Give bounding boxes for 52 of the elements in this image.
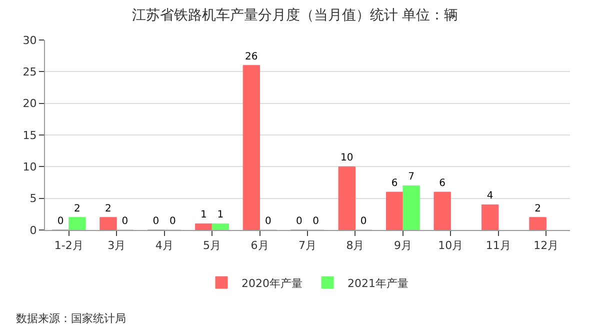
data-label: 0 <box>169 216 176 227</box>
bar <box>434 192 451 230</box>
data-label: 2 <box>534 203 541 214</box>
x-tick-label: 11月 <box>486 239 511 252</box>
bar <box>68 217 86 230</box>
x-tick-label: 1-2月 <box>54 239 84 252</box>
y-tick-label: 25 <box>22 66 37 79</box>
bar <box>338 166 356 230</box>
data-label: 0 <box>360 216 367 227</box>
bar <box>195 223 212 230</box>
bar <box>402 185 420 230</box>
data-label: 10 <box>340 152 354 164</box>
x-tick-label: 3月 <box>108 239 126 252</box>
chart-title: 江苏省铁路机车产量分月度（当月值）统计 单位：辆 <box>132 8 458 24</box>
data-label: 0 <box>57 216 64 227</box>
data-label: 26 <box>245 51 258 62</box>
data-label: 6 <box>391 178 398 189</box>
y-tick-label: 0 <box>30 224 37 237</box>
data-label: 0 <box>296 216 302 227</box>
x-tick-label: 8月 <box>346 239 364 252</box>
bar <box>481 204 499 230</box>
data-label: 0 <box>122 216 128 227</box>
data-label: 0 <box>152 216 160 227</box>
data-label: 2 <box>74 203 80 214</box>
x-tick-label: 5月 <box>203 239 222 252</box>
bar <box>100 217 117 230</box>
legend-label: 2021年产量 <box>348 276 408 290</box>
legend-label: 2020年产量 <box>242 276 302 290</box>
source-note: 数据来源：国家统计局 <box>16 312 126 325</box>
y-tick-label: 5 <box>30 192 37 206</box>
y-tick-label: 30 <box>22 34 37 47</box>
x-tick-label: 7月 <box>298 239 316 252</box>
bar <box>529 217 546 230</box>
data-label: 1 <box>200 210 207 221</box>
y-tick-label: 10 <box>22 160 37 174</box>
y-tick-label: 15 <box>22 128 37 142</box>
x-tick-label: 4月 <box>155 239 174 252</box>
x-tick-label: 9月 <box>394 239 412 252</box>
bar <box>386 192 404 230</box>
x-tick-label: 10月 <box>438 239 464 252</box>
data-label: 1 <box>217 210 224 221</box>
y-tick-label: 20 <box>22 97 37 110</box>
x-tick-label: 12月 <box>534 239 559 252</box>
x-tick-label: 6月 <box>250 239 269 252</box>
data-label: 6 <box>439 178 446 189</box>
data-label: 0 <box>264 216 272 227</box>
bar <box>242 65 260 230</box>
data-label: 7 <box>408 172 414 183</box>
data-label: 4 <box>486 190 494 202</box>
data-label: 0 <box>312 216 320 227</box>
data-label: 2 <box>105 203 112 214</box>
bar <box>212 223 229 230</box>
